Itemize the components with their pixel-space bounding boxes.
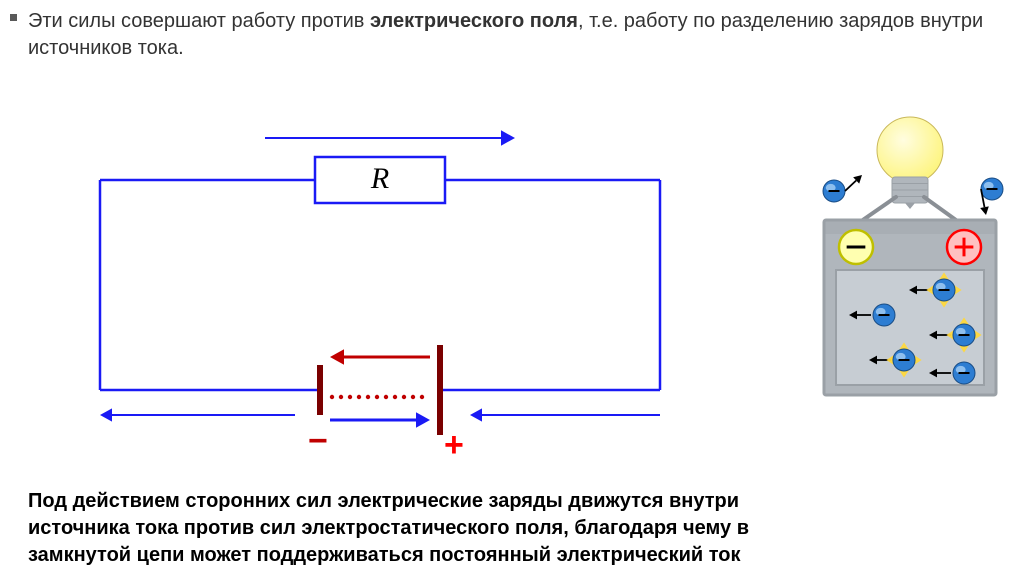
bottom-line-2: источника тока против сил электростатиче… bbox=[28, 515, 1024, 542]
svg-text:−: − bbox=[308, 422, 328, 460]
bullet bbox=[10, 14, 17, 21]
battery-illustration bbox=[814, 115, 1024, 425]
bottom-line-1: Под действием сторонних сил электрически… bbox=[28, 488, 1024, 515]
circuit-diagram: R − + bbox=[40, 120, 740, 460]
bottom-paragraph: Под действием сторонних сил электрически… bbox=[28, 488, 1024, 569]
bottom-line-3: замкнутой цепи может поддерживаться пост… bbox=[28, 542, 1024, 569]
svg-text:R: R bbox=[370, 162, 389, 195]
top-bold: электрического поля bbox=[370, 10, 578, 32]
top-paragraph: Эти силы совершают работу против электри… bbox=[28, 8, 1014, 62]
top-prefix: Эти силы совершают работу против bbox=[28, 10, 370, 32]
svg-text:+: + bbox=[444, 426, 464, 460]
